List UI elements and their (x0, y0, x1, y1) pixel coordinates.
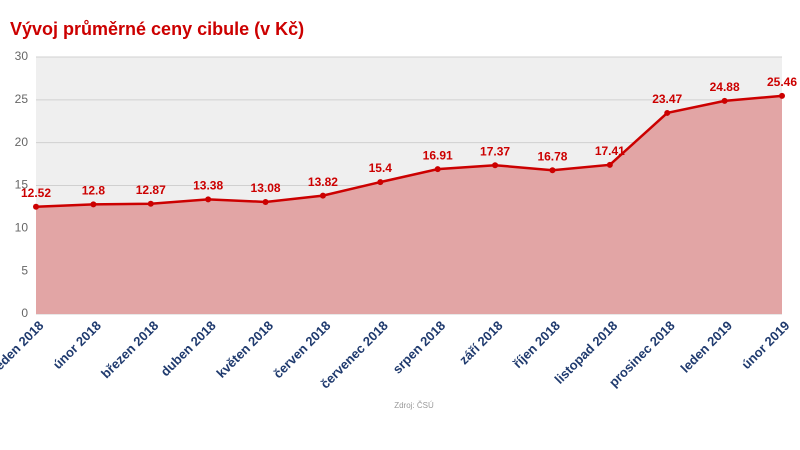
x-tick-label: říjen 2018 (510, 318, 563, 371)
y-tick-label: 0 (21, 306, 28, 320)
point (721, 97, 728, 104)
point (90, 201, 97, 208)
point (147, 200, 154, 207)
data-label: 12.52 (21, 186, 51, 200)
data-label: 16.91 (423, 148, 453, 162)
chart-title: Vývoj průměrné ceny cibule (v Kč) (10, 19, 304, 39)
x-tick-label: červen 2018 (270, 318, 333, 381)
x-tick-label: únor 2018 (50, 318, 104, 372)
source: Zdroj: ČSÚ (394, 401, 434, 410)
x-tick-label: září 2018 (456, 318, 505, 367)
x-tick-label: březen 2018 (98, 318, 161, 381)
line (35, 94, 783, 208)
data-label: 24.88 (710, 80, 740, 94)
y-tick-label: 30 (15, 49, 29, 63)
point (549, 167, 556, 174)
data-label: 13.82 (308, 175, 338, 189)
data-label: 25.46 (767, 75, 797, 89)
point (779, 92, 785, 99)
x-tick-label: srpen 2018 (390, 318, 449, 377)
point (377, 179, 384, 186)
point (205, 196, 212, 203)
y-tick-label: 15 (15, 178, 29, 192)
data-label: 13.38 (193, 179, 223, 193)
data-label: 23.47 (652, 92, 682, 106)
point (664, 109, 671, 116)
y-tick-label: 5 (21, 263, 28, 277)
data-label: 17.41 (595, 144, 625, 158)
point (33, 203, 39, 210)
area (36, 95, 782, 314)
data-label: 17.37 (480, 144, 510, 158)
x-tick-label: duben 2018 (158, 318, 219, 379)
data-label: 12.87 (136, 183, 166, 197)
y-tick-label: 20 (15, 135, 29, 149)
point (492, 162, 499, 169)
y-tick-label: 10 (15, 221, 29, 235)
point (319, 192, 326, 199)
y-tick-label: 25 (15, 92, 29, 106)
data-label: 13.08 (251, 181, 281, 195)
x-tick-label: květen 2018 (213, 318, 276, 381)
x-tick-label: leden 2019 (678, 318, 736, 376)
x-tick-label: únor 2019 (739, 318, 793, 372)
point (262, 198, 269, 205)
data-label: 16.78 (537, 149, 567, 163)
data-label: 15.4 (369, 161, 393, 175)
point (606, 161, 613, 168)
x-tick-label: leden 2018 (0, 318, 47, 376)
data-label: 12.8 (82, 184, 106, 198)
point (434, 166, 441, 173)
